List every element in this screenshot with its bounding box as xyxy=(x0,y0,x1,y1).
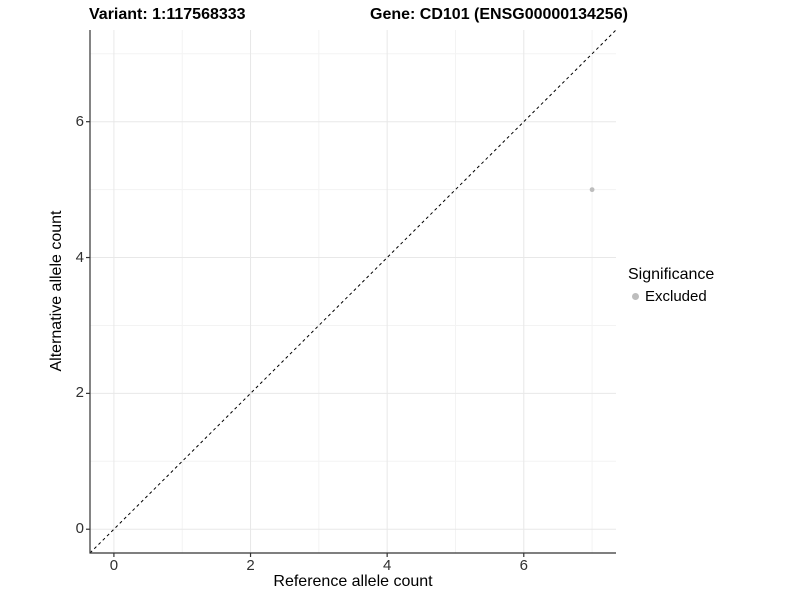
legend: Significance Excluded xyxy=(628,266,714,305)
x-tick-label: 2 xyxy=(246,557,255,574)
x-tick-label: 4 xyxy=(382,557,392,574)
data-point-excluded xyxy=(589,187,595,193)
excluded-point-icon xyxy=(632,293,639,300)
legend-item-label: Excluded xyxy=(645,288,707,305)
legend-item-excluded: Excluded xyxy=(628,288,714,305)
gene-title: Gene: CD101 (ENSG00000134256) xyxy=(370,6,628,23)
y-axis-label: Alternative allele count xyxy=(48,210,65,372)
identity-reference-line xyxy=(89,29,617,554)
legend-title: Significance xyxy=(628,266,715,283)
variant-title: Variant: 1:117568333 xyxy=(89,6,246,23)
y-tick-label: 0 xyxy=(75,520,84,538)
y-tick-label: 6 xyxy=(75,112,84,130)
y-tick-label: 2 xyxy=(75,384,84,402)
x-tick-label: 0 xyxy=(109,557,119,574)
x-tick-label: 6 xyxy=(519,557,528,574)
y-tick-label: 4 xyxy=(75,248,84,266)
x-axis-label: Reference allele count xyxy=(273,573,433,590)
